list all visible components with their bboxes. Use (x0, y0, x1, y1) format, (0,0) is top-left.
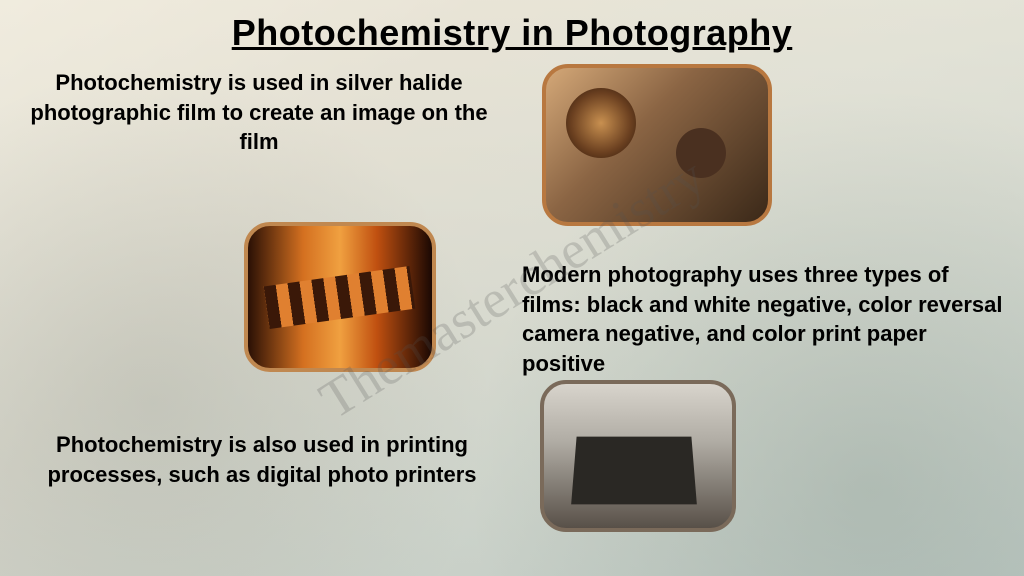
caption-film-types: Modern photography uses three types of f… (522, 260, 1008, 379)
page-title: Photochemistry in Photography (20, 12, 1004, 54)
image-film-roll (542, 64, 772, 226)
slide-container: Photochemistry in Photography Photochemi… (0, 0, 1024, 576)
caption-printing: Photochemistry is also used in printing … (42, 430, 482, 489)
image-film-strip (244, 222, 436, 372)
image-printer (540, 380, 736, 532)
caption-silver-halide: Photochemistry is used in silver halide … (24, 68, 494, 157)
